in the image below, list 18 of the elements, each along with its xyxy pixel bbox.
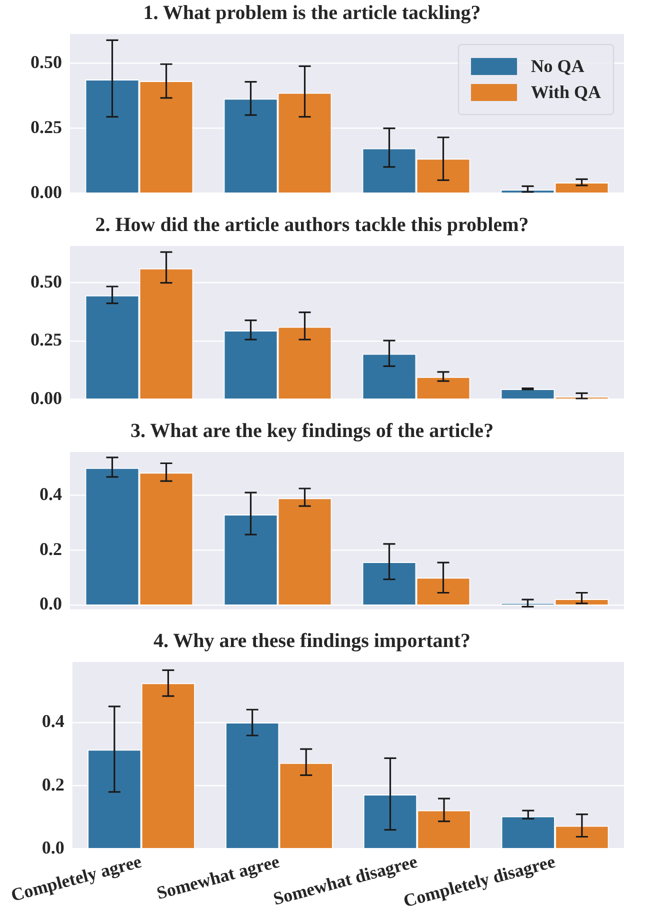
y-tick-label: 0.0 [42,837,64,858]
chart-title: 1. What problem is the article tackling? [143,2,481,24]
chart-title: 2. How did the article authors tackle this problem? [95,214,529,236]
y-tick-label: 0.25 [30,330,62,350]
y-tick-label: 0.00 [30,388,62,408]
y-tick-label: 0.50 [30,52,62,72]
y-tick-label: 0.4 [42,711,64,732]
y-tick-label: 0.00 [30,182,62,202]
legend-label: With QA [530,82,601,103]
y-tick-label: 0.50 [30,271,62,292]
y-tick-label: 0.25 [30,116,62,137]
y-tick-label: 0.2 [42,774,64,794]
chart-title: 4. Why are these findings important? [153,630,471,652]
legend-label: No QA [530,56,584,77]
chart-title: 3. What are the key findings of the article? [130,420,494,442]
y-tick-label: 0.0 [40,594,62,614]
y-tick-label: 0.2 [40,538,62,559]
y-tick-label: 0.4 [40,484,62,504]
